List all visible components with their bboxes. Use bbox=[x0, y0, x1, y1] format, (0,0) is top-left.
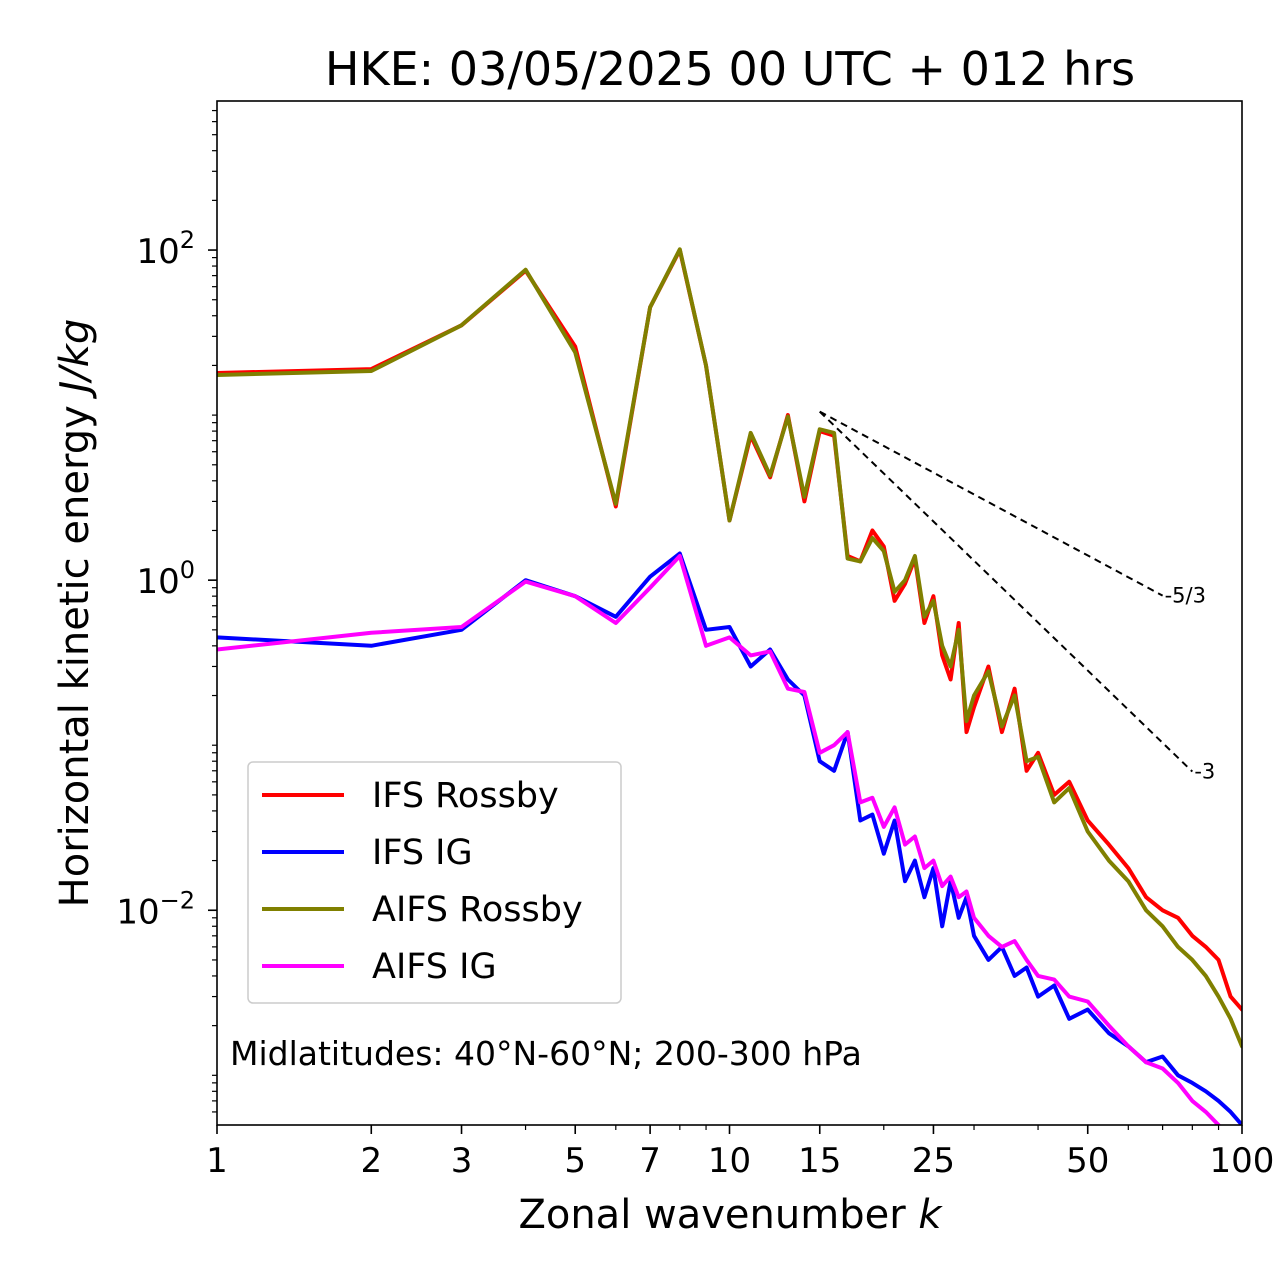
reference-line-label-3: -3 bbox=[1194, 760, 1215, 784]
reference-line-label-5-3: -5/3 bbox=[1165, 584, 1206, 608]
y-axis: 102 100 10−2 bbox=[116, 109, 217, 1113]
reference-line-slope-5-3 bbox=[819, 410, 1164, 597]
legend-label-aifs-rossby: AIFS Rossby bbox=[372, 890, 583, 930]
x-tick-label: 5 bbox=[564, 1141, 586, 1181]
y-tick-label: 102 bbox=[136, 226, 195, 272]
legend-box bbox=[247, 761, 622, 1004]
x-axis: 1 2 3 5 7 10 15 25 50 100 bbox=[206, 1125, 1274, 1181]
y-tick-label: 10−2 bbox=[116, 886, 195, 932]
series-line-aifs-ig bbox=[217, 554, 1222, 1125]
x-axis-label-main: Zonal wavenumber bbox=[518, 1192, 918, 1238]
reference-lines-group: -5/3 -3 bbox=[819, 410, 1215, 784]
legend: IFS Rossby IFS IG AIFS Rossby AIFS IG bbox=[247, 761, 622, 1004]
x-tick-label: 7 bbox=[639, 1141, 661, 1181]
x-tick-label: 10 bbox=[708, 1141, 751, 1181]
series-line-aifs-rossby bbox=[217, 247, 1242, 1049]
chart-title: HKE: 03/05/2025 00 UTC + 012 hrs bbox=[325, 42, 1135, 96]
x-tick-label: 100 bbox=[1210, 1141, 1275, 1181]
region-annotation: Midlatitudes: 40°N-60°N; 200-300 hPa bbox=[230, 1034, 862, 1073]
legend-label-ifs-rossby: IFS Rossby bbox=[372, 776, 559, 816]
x-axis-label: Zonal wavenumber k bbox=[518, 1192, 943, 1238]
y-axis-label: Horizontal kinetic energy J/kg bbox=[52, 319, 98, 908]
y-tick-label: 100 bbox=[136, 556, 195, 602]
x-tick-label: 25 bbox=[912, 1141, 955, 1181]
x-tick-label: 15 bbox=[798, 1141, 841, 1181]
y-axis-label-main: Horizontal kinetic energy bbox=[52, 393, 98, 908]
data-series-group bbox=[217, 247, 1242, 1125]
legend-label-aifs-ig: AIFS IG bbox=[372, 947, 497, 987]
reference-line-slope-3 bbox=[819, 410, 1194, 773]
x-tick-label: 2 bbox=[360, 1141, 382, 1181]
legend-label-ifs-ig: IFS IG bbox=[372, 833, 473, 873]
x-axis-label-symbol: k bbox=[918, 1192, 943, 1238]
x-tick-label: 1 bbox=[206, 1141, 228, 1181]
x-tick-label: 3 bbox=[451, 1141, 473, 1181]
y-axis-label-unit: J/kg bbox=[52, 319, 98, 400]
x-tick-label: 50 bbox=[1066, 1141, 1109, 1181]
